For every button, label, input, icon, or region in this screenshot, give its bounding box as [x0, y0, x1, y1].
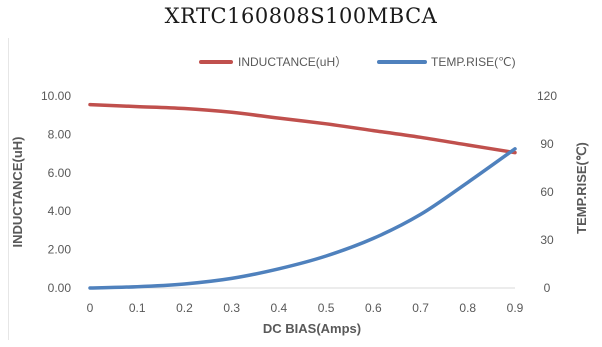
x-tick-label: 0.8: [459, 301, 476, 315]
x-tick-label: 0.6: [365, 301, 382, 315]
y-left-tick-label: 2.00: [48, 243, 72, 257]
temp-rise-line: [88, 147, 517, 290]
legend-label: TEMP.RISE(℃): [431, 55, 516, 69]
x-tick-label: 0.5: [318, 301, 335, 315]
y-left-tick-label: 4.00: [48, 204, 72, 218]
y-axis-right-label: TEMP.RISE(℃): [574, 142, 589, 234]
x-tick-label: 0.1: [129, 301, 146, 315]
x-tick-label: 0.9: [507, 301, 524, 315]
legend-label: INDUCTANCE(uH）: [238, 55, 347, 69]
chart-frame: [8, 38, 596, 340]
y-left-tick-label: 8.00: [48, 127, 72, 141]
y-right-tick-label: 120: [537, 89, 557, 103]
right-axis: 0 30 60 90 120: [537, 89, 557, 295]
y-right-tick-label: 60: [540, 185, 554, 199]
y-right-tick-label: 0: [544, 281, 551, 295]
chart-title: XRTC160808S100MBCA: [164, 4, 438, 28]
x-axis-label: DC BIAS(Amps): [263, 321, 361, 336]
series-group: [88, 102, 517, 290]
x-tick-label: 0.2: [176, 301, 193, 315]
y-right-tick-label: 30: [540, 233, 554, 247]
y-left-tick-label: 6.00: [48, 166, 72, 180]
x-tick-label: 0.3: [223, 301, 240, 315]
x-axis: 0 0.1 0.2 0.3 0.4 0.5 0.6 0.7 0.8 0.9: [87, 287, 524, 315]
y-right-tick-label: 90: [540, 137, 554, 151]
left-axis: 0.00 2.00 4.00 6.00 8.00 10.00: [41, 89, 71, 295]
y-axis-left-label: INDUCTANCE(uH): [10, 137, 25, 248]
inductance-line: [88, 102, 517, 155]
x-tick-label: 0: [87, 301, 94, 315]
y-left-tick-label: 10.00: [41, 89, 71, 103]
x-tick-label: 0.4: [271, 301, 288, 315]
y-left-tick-label: 0.00: [48, 281, 72, 295]
x-tick-label: 0.7: [412, 301, 429, 315]
legend: INDUCTANCE(uH） TEMP.RISE(℃): [199, 55, 516, 69]
